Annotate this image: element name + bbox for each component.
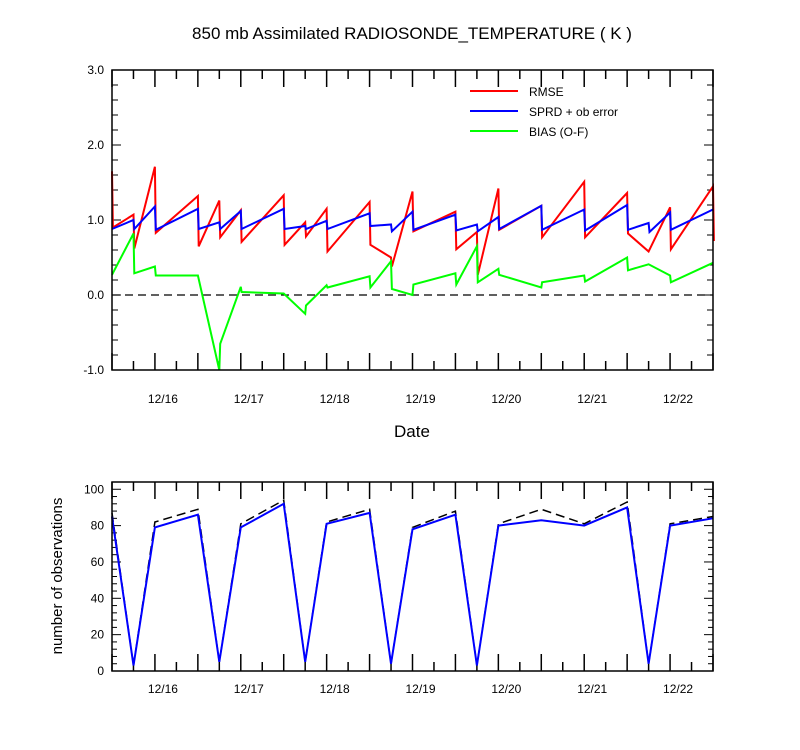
legend-label: RMSE <box>529 85 564 99</box>
y-axis-label-observations: number of observations <box>49 498 66 655</box>
rmse-chart-panel: 850 mb Assimilated RADIOSONDE_TEMPERATUR… <box>83 24 715 441</box>
x-tick-label: 12/22 <box>663 392 693 406</box>
x-tick-label: 12/17 <box>234 682 264 696</box>
x-tick-label: 12/16 <box>148 682 178 696</box>
y-tick-label: 0 <box>97 664 104 678</box>
chart-title: 850 mb Assimilated RADIOSONDE_TEMPERATUR… <box>192 24 632 43</box>
rmse-chart-content: 3.0 2.0 1.0 0.0 -1.0 12/16 12/17 12/18 12/19 12/2… <box>83 63 715 406</box>
series-line-bias-o-f <box>111 233 714 371</box>
x-tick-label: 12/20 <box>491 392 521 406</box>
x-tick-label: 12/17 <box>234 392 264 406</box>
legend-label: SPRD + ob error <box>529 105 618 119</box>
series-line-assimilated-observations <box>111 502 714 666</box>
x-tick-label: 12/20 <box>491 682 521 696</box>
x-axis-label: Date <box>394 422 430 441</box>
y-tick-label: 1.0 <box>87 213 104 227</box>
y-tick-label: 2.0 <box>87 138 104 152</box>
y-tick-label: -1.0 <box>83 363 104 377</box>
y-tick-label: 60 <box>91 555 105 569</box>
x-tick-label: 12/16 <box>148 392 178 406</box>
y-tick-label: 80 <box>91 519 105 533</box>
legend-label: BIAS (O-F) <box>529 125 588 139</box>
observations-plot-frame <box>111 481 714 672</box>
x-tick-label: 12/21 <box>577 392 607 406</box>
series-line-sprd-ob-error <box>111 203 714 235</box>
x-tick-label: 12/18 <box>320 682 350 696</box>
y-tick-label: 100 <box>84 482 104 496</box>
series-line-total-observations <box>111 499 714 666</box>
x-tick-label: 12/21 <box>577 682 607 696</box>
y-tick-label: 20 <box>91 628 105 642</box>
x-tick-label: 12/19 <box>405 682 435 696</box>
y-tick-label: 3.0 <box>87 63 104 77</box>
x-tick-label: 12/19 <box>405 392 435 406</box>
y-tick-label: 0.0 <box>87 288 104 302</box>
y-tick-label: 40 <box>91 591 105 605</box>
observations-chart-panel: 100 80 60 40 20 0 12/16 12/17 12/18 12/19 12/20 12/… <box>49 481 714 696</box>
observations-chart-content: 100 80 60 40 20 0 12/16 12/17 12/18 12/19 12/20 12/… <box>84 482 714 696</box>
x-tick-label: 12/22 <box>663 682 693 696</box>
x-tick-label: 12/18 <box>320 392 350 406</box>
rmse-plot-frame <box>111 69 714 371</box>
